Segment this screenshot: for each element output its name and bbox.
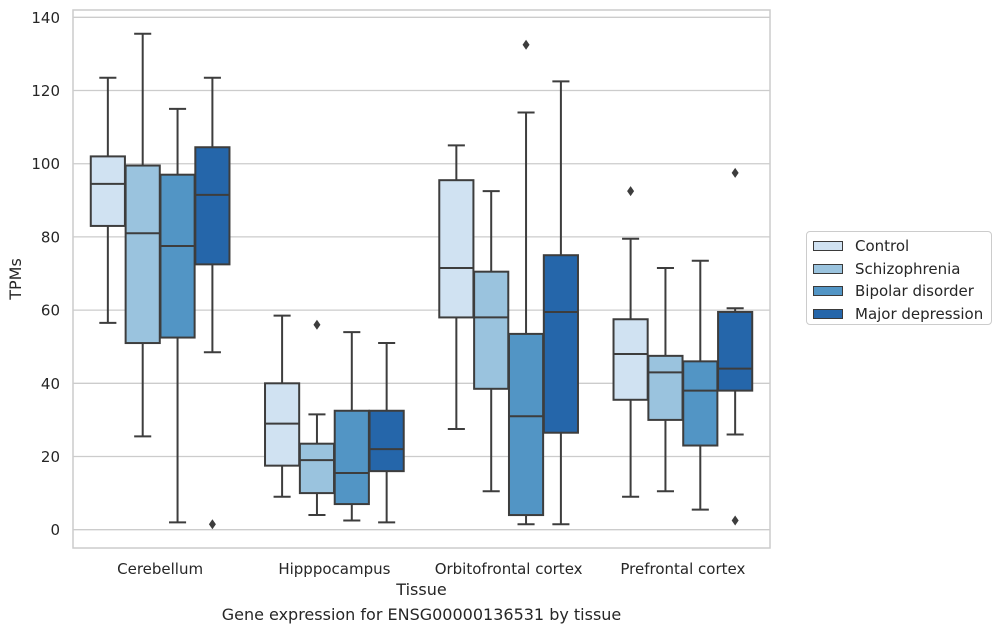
legend-item: Bipolar disorder	[813, 280, 991, 303]
box-group	[473, 190, 510, 493]
box	[159, 173, 196, 339]
box-group	[682, 259, 719, 511]
box	[542, 254, 579, 434]
x-tick-label: Prefrontal cortex	[620, 560, 745, 578]
box-group	[264, 314, 301, 498]
legend-swatch	[813, 308, 843, 319]
box-group	[647, 267, 684, 493]
legend-swatch	[813, 286, 843, 297]
box	[507, 332, 545, 517]
legend-label: Major depression	[855, 304, 984, 323]
box-group	[368, 342, 405, 524]
box	[473, 270, 510, 390]
legend-label: Schizophrenia	[855, 259, 961, 278]
outlier-point	[731, 515, 739, 526]
legend-swatch	[813, 241, 843, 252]
box	[717, 310, 754, 392]
box	[647, 354, 684, 421]
box	[124, 164, 161, 345]
box-group	[159, 107, 196, 524]
y-tick-label: 100	[31, 155, 60, 173]
box	[612, 318, 649, 401]
x-tick-label: Cerebellum	[117, 560, 203, 578]
y-tick-label: 20	[41, 448, 60, 466]
box	[368, 409, 405, 473]
y-axis-title: TPMs	[6, 258, 25, 301]
legend-swatch	[813, 263, 843, 274]
box-group	[612, 186, 649, 498]
chart-title: Gene expression for ENSG00000136531 by t…	[221, 605, 622, 624]
y-tick-label: 80	[41, 228, 60, 246]
y-tick-label: 0	[50, 521, 60, 539]
legend-item: Major depression	[813, 303, 991, 326]
box-group	[333, 331, 370, 522]
outlier-point	[522, 39, 530, 50]
y-tick-label: 60	[41, 302, 60, 320]
box	[438, 179, 475, 319]
box-group	[194, 76, 231, 530]
outlier-point	[627, 186, 635, 197]
legend-label: Control	[855, 237, 910, 256]
x-axis-title: Tissue	[395, 580, 446, 599]
box-group	[438, 144, 475, 431]
box	[333, 409, 370, 506]
box	[194, 146, 231, 266]
x-tick-label: Hipppocampus	[278, 560, 390, 578]
outlier-point	[313, 319, 321, 330]
y-tick-label: 140	[31, 9, 60, 27]
box	[682, 360, 719, 447]
legend-label: Bipolar disorder	[855, 282, 974, 301]
outlier-point	[208, 519, 216, 530]
x-tick-label: Orbitofrontal cortex	[435, 560, 583, 578]
box	[298, 442, 336, 495]
box	[89, 155, 126, 227]
plot-area	[72, 9, 771, 549]
legend-item: Control	[813, 235, 991, 258]
box-group	[717, 167, 754, 526]
y-tick-label: 120	[31, 82, 60, 100]
outlier-point	[731, 167, 739, 178]
boxplots	[89, 32, 754, 530]
y-axis-ticks: 0 20 40 60 80 100 120 140	[31, 9, 60, 539]
legend: Control Schizophrenia Bipolar disorder Majo…	[806, 231, 992, 325]
box-group	[298, 319, 336, 517]
box-group	[542, 80, 579, 526]
y-tick-label: 40	[41, 375, 60, 393]
box-group	[124, 32, 161, 438]
box-group	[89, 76, 126, 324]
x-axis-ticks: Cerebellum Hipppocampus Orbitofrontal cort…	[117, 560, 745, 578]
legend-item: Schizophrenia	[813, 258, 991, 281]
box-group	[507, 39, 545, 526]
